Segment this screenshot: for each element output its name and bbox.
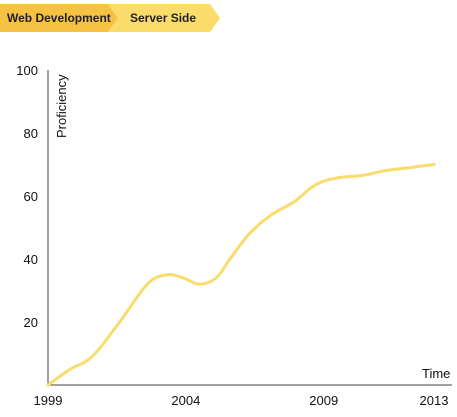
x-axis-label: Time xyxy=(422,366,450,381)
y-tick-labels: 20 40 60 80 100 xyxy=(16,63,38,330)
x-tick-label: 1999 xyxy=(34,393,63,408)
y-tick-label: 20 xyxy=(24,315,38,330)
y-axis-label: Proficiency xyxy=(54,74,69,138)
y-tick-label: 100 xyxy=(16,63,38,78)
breadcrumb-item-server-side[interactable]: Server Side xyxy=(108,4,220,32)
y-tick-label: 40 xyxy=(24,252,38,267)
x-tick-label: 2013 xyxy=(420,393,449,408)
proficiency-chart: Proficiency Time 20 40 60 80 100 1999 2004 200… xyxy=(0,40,457,412)
breadcrumb-label-server-side: Server Side xyxy=(130,11,196,25)
x-tick-label: 2009 xyxy=(309,393,338,408)
series-line xyxy=(46,163,436,387)
breadcrumb-label-web-development: Web Development xyxy=(7,11,111,25)
y-tick-label: 60 xyxy=(24,189,38,204)
breadcrumb: Web Development Server Side xyxy=(0,0,240,40)
y-tick-label: 80 xyxy=(24,126,38,141)
breadcrumb-item-web-development[interactable]: Web Development xyxy=(0,4,118,32)
x-tick-labels: 1999 2004 2009 2013 xyxy=(34,393,449,408)
x-tick-label: 2004 xyxy=(171,393,200,408)
chart-svg: Proficiency Time 20 40 60 80 100 1999 2004 200… xyxy=(16,63,452,408)
series-layer xyxy=(46,163,436,387)
